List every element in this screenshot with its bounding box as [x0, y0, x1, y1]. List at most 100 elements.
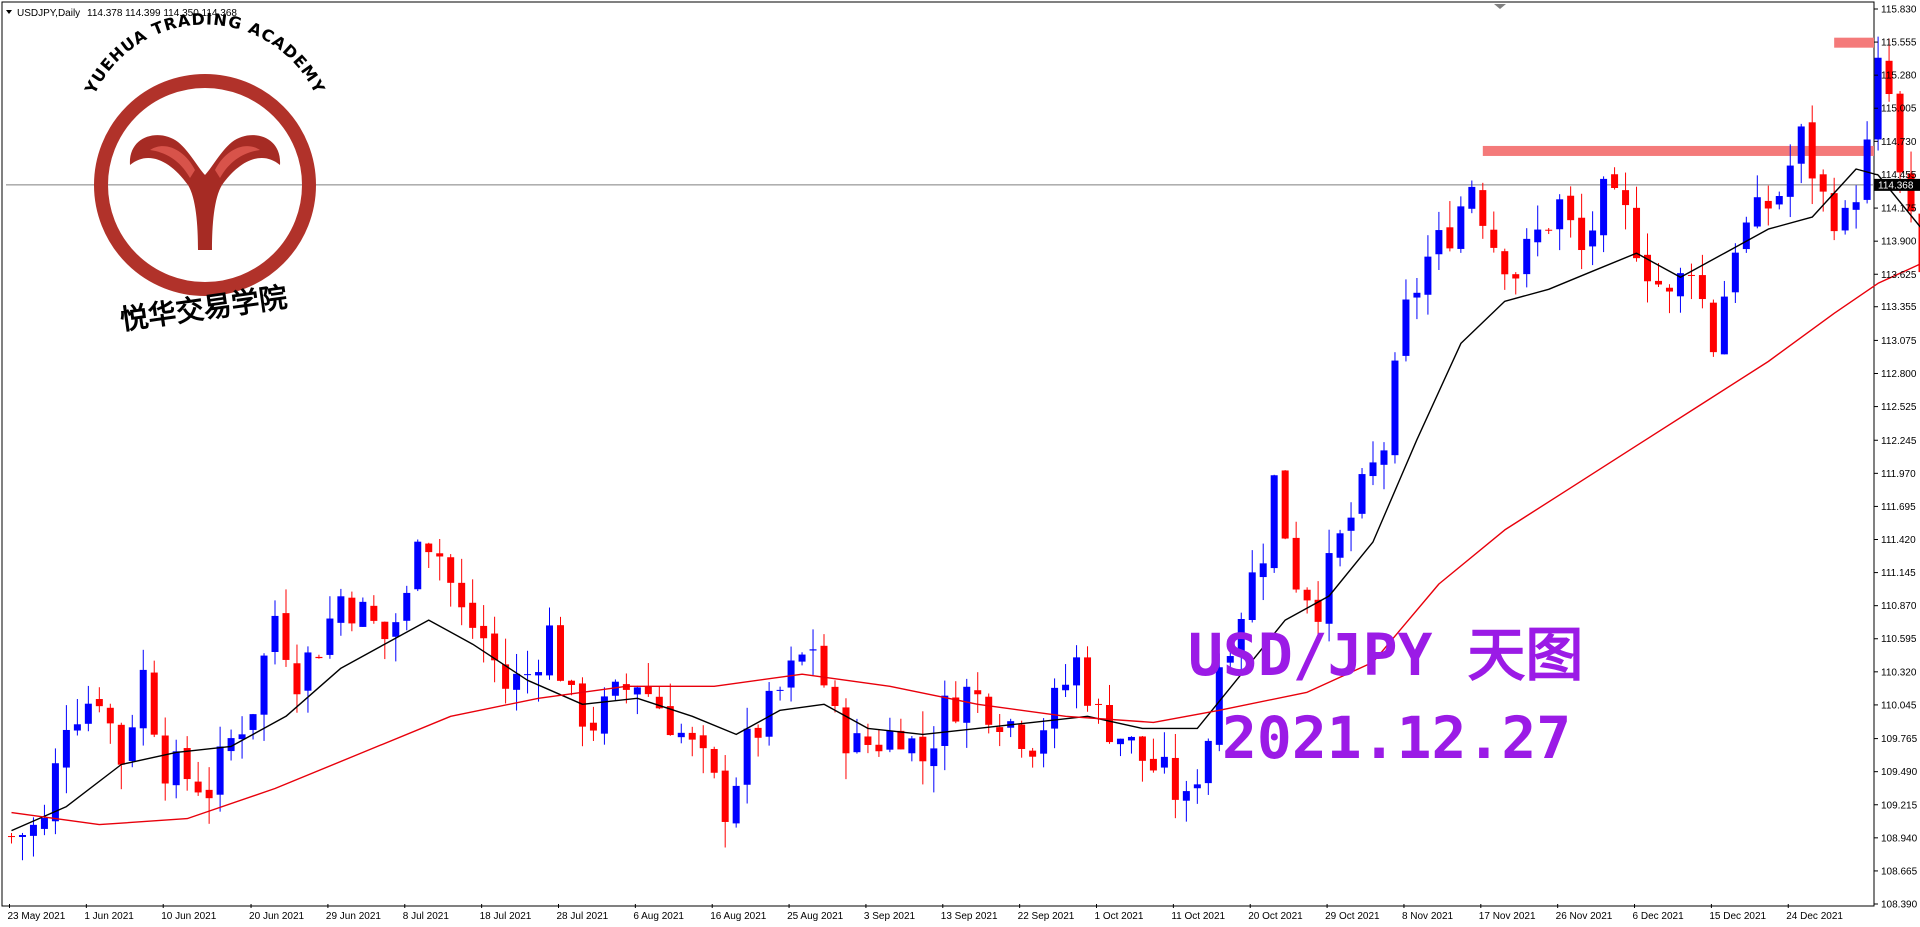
fast-moving-average-line	[11, 168, 1920, 832]
candle-body	[1841, 207, 1849, 231]
candle-body	[238, 734, 246, 740]
plot-frame	[1, 1, 1875, 907]
candle-body	[491, 633, 499, 661]
candle-body	[776, 689, 784, 691]
candle-body	[1369, 462, 1377, 477]
candle-body	[227, 738, 235, 752]
candle-body	[589, 722, 597, 731]
y-tick-label: 115.830	[1881, 5, 1917, 16]
y-tick-label: 110.320	[1881, 667, 1917, 678]
y-tick-label: 115.005	[1881, 104, 1917, 115]
x-tick-label: 10 Jun 2021	[161, 911, 216, 922]
y-tick-label: 113.355	[1881, 302, 1917, 313]
candle-body	[1534, 229, 1542, 243]
candle-body	[249, 714, 257, 730]
y-tick-label: 108.940	[1881, 833, 1918, 844]
candle-body	[513, 673, 521, 690]
candle-body	[1029, 750, 1037, 757]
candle-body	[1413, 292, 1421, 298]
candle-body	[1149, 758, 1157, 771]
y-tick-label: 114.175	[1881, 204, 1917, 215]
candle-body	[897, 730, 905, 750]
candle-body	[1160, 756, 1168, 768]
ma-layer	[11, 168, 1920, 832]
candle-body	[1292, 537, 1300, 590]
candle-body	[1248, 572, 1256, 620]
x-tick-label: 29 Jun 2021	[326, 911, 381, 922]
candle-body	[1742, 222, 1750, 250]
candle-body	[1896, 93, 1904, 173]
candle-body	[1446, 227, 1454, 249]
candle-body	[809, 649, 817, 651]
y-tick-label: 108.665	[1881, 866, 1918, 877]
candle-body	[1347, 517, 1355, 531]
candle-body	[304, 652, 312, 691]
x-tick-label: 18 Jul 2021	[480, 911, 532, 922]
candle-body	[963, 686, 971, 723]
candle-body	[1852, 202, 1860, 210]
candle-body	[1665, 287, 1673, 292]
candle-body	[1709, 302, 1717, 353]
x-tick-label: 3 Sep 2021	[864, 911, 916, 922]
scroll-marker-icon[interactable]	[1494, 4, 1506, 9]
candle-body	[908, 738, 916, 754]
x-tick-label: 1 Jun 2021	[84, 911, 134, 922]
candle-body	[1391, 360, 1399, 456]
candle-body	[655, 696, 663, 709]
candle-body	[754, 727, 762, 738]
x-tick-label: 20 Jun 2021	[249, 911, 304, 922]
candle-body	[1095, 703, 1103, 705]
candle-body	[535, 672, 543, 676]
candle-body	[84, 703, 92, 724]
candle-body	[1358, 474, 1366, 514]
symbol-dropdown-icon[interactable]	[6, 10, 12, 14]
x-tick-label: 1 Oct 2021	[1095, 911, 1144, 922]
x-tick-label: 25 Aug 2021	[787, 911, 844, 922]
candle-body	[633, 687, 641, 695]
x-tick-label: 22 Sep 2021	[1018, 911, 1075, 922]
candle-body	[458, 582, 466, 608]
candle-body	[1797, 126, 1805, 164]
x-tick-label: 6 Aug 2021	[633, 911, 684, 922]
candle-body	[1786, 165, 1794, 197]
candle-body	[1885, 60, 1893, 95]
candle-body	[710, 749, 718, 773]
candle-body	[820, 645, 828, 686]
candle-body	[205, 789, 213, 799]
candle-body	[1622, 190, 1630, 206]
candle-body	[1040, 730, 1048, 754]
candle-body	[546, 625, 554, 676]
candle-body	[1479, 190, 1487, 226]
candle-body	[381, 621, 389, 640]
candle-body	[1907, 173, 1915, 212]
candle-body	[139, 669, 147, 729]
x-tick-label: 26 Nov 2021	[1556, 911, 1613, 922]
chart-symbol[interactable]: USDJPY,Daily	[17, 8, 80, 19]
candle-body	[1325, 553, 1333, 624]
candle-body	[1424, 256, 1432, 295]
ohlc-readout: 114.378 114.399 114.350 114.368	[87, 8, 237, 19]
candle-body	[1084, 657, 1092, 706]
candle-body	[271, 615, 279, 653]
chart-overlay-date: 2021.12.27	[1222, 704, 1571, 772]
x-tick-label: 15 Dec 2021	[1709, 911, 1766, 922]
candle-body	[644, 686, 652, 695]
candle-body	[117, 724, 125, 765]
slow-moving-average-line	[11, 263, 1920, 826]
candle-body	[1138, 736, 1146, 761]
candle-body	[1204, 740, 1212, 784]
candle-body	[1589, 230, 1597, 247]
candle-body	[1775, 196, 1783, 205]
y-axis: 115.830 115.555 115.280 115.005 114.730 114.4…	[1874, 5, 1920, 911]
candle-body	[941, 695, 949, 746]
candle-body	[1116, 738, 1124, 745]
candle-body	[1654, 280, 1662, 285]
candle-body	[359, 601, 367, 627]
y-tick-label: 108.390	[1881, 900, 1918, 911]
candle-body	[1567, 195, 1575, 221]
candle-body	[1874, 57, 1882, 140]
candle-body	[1270, 475, 1278, 569]
candle-body	[18, 835, 26, 837]
resistance-zone	[1482, 145, 1874, 156]
candle-body	[1457, 206, 1465, 249]
